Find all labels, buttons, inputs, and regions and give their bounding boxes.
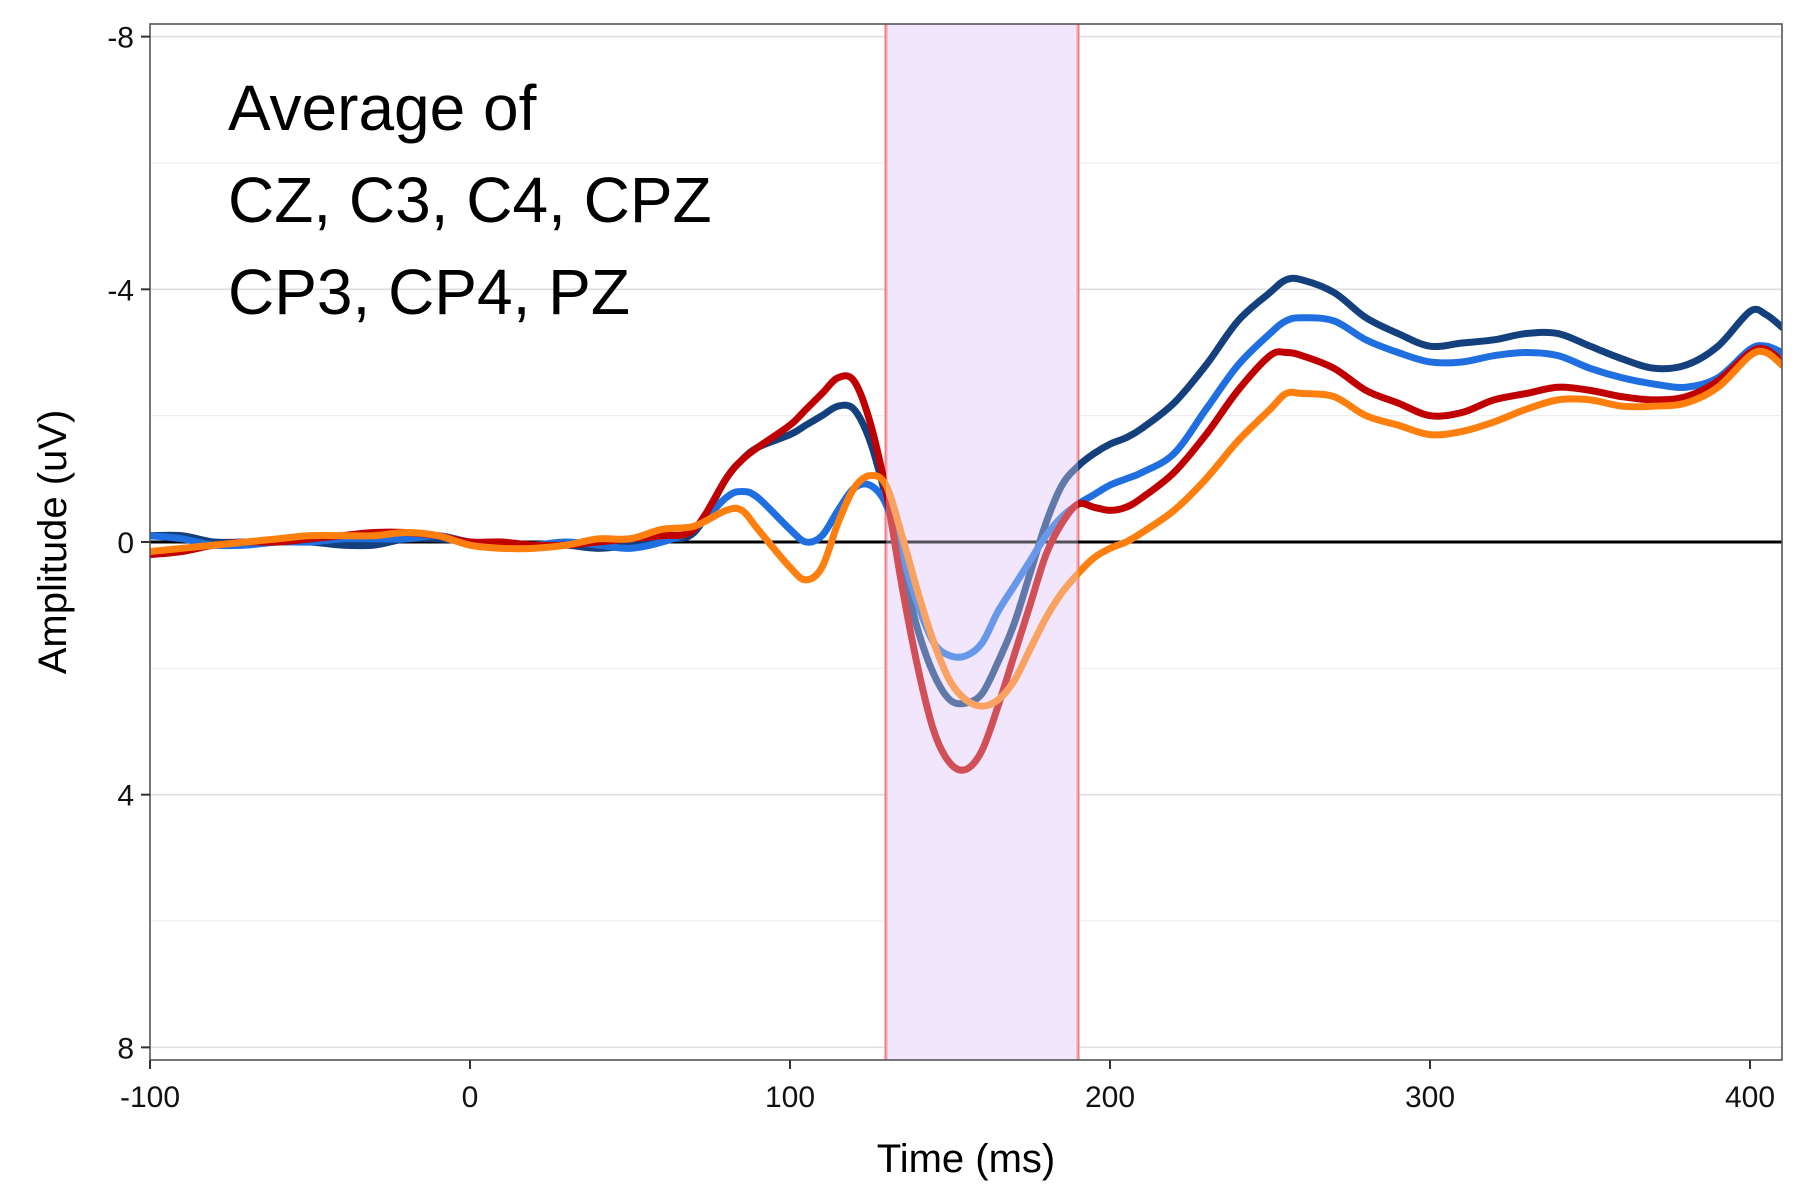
x-tick-label: 100	[765, 1081, 815, 1114]
y-tick-label: 8	[117, 1032, 134, 1065]
x-tick-label: -100	[120, 1081, 180, 1114]
annotation-line: CZ, C3, C4, CPZ	[228, 164, 712, 236]
highlight-overlay	[886, 24, 1078, 1060]
series-line-4	[150, 347, 1782, 710]
y-tick-label: -8	[107, 22, 134, 55]
x-tick-label: 400	[1725, 1081, 1775, 1114]
x-tick-label: 0	[462, 1081, 479, 1114]
y-tick-label: 0	[117, 527, 134, 560]
y-axis: -8 -4 0 4 8	[107, 22, 150, 1065]
annotation-line: CP3, CP4, PZ	[228, 256, 630, 328]
x-tick-label: 300	[1405, 1081, 1455, 1114]
x-axis: -100 0 100 200 300 400	[120, 1060, 1775, 1114]
x-axis-title: Time (ms)	[877, 1137, 1055, 1181]
annotation-line: Average of	[228, 72, 537, 144]
annotation-text: Average of CZ, C3, C4, CPZ CP3, CP4, PZ	[228, 72, 712, 328]
y-axis-title: Amplitude (uV)	[31, 410, 75, 675]
series-group	[150, 24, 1782, 1060]
y-tick-label: 4	[117, 780, 134, 813]
y-tick-label: -4	[107, 274, 134, 307]
x-tick-label: 200	[1085, 1081, 1135, 1114]
series-line-3	[150, 344, 1782, 774]
